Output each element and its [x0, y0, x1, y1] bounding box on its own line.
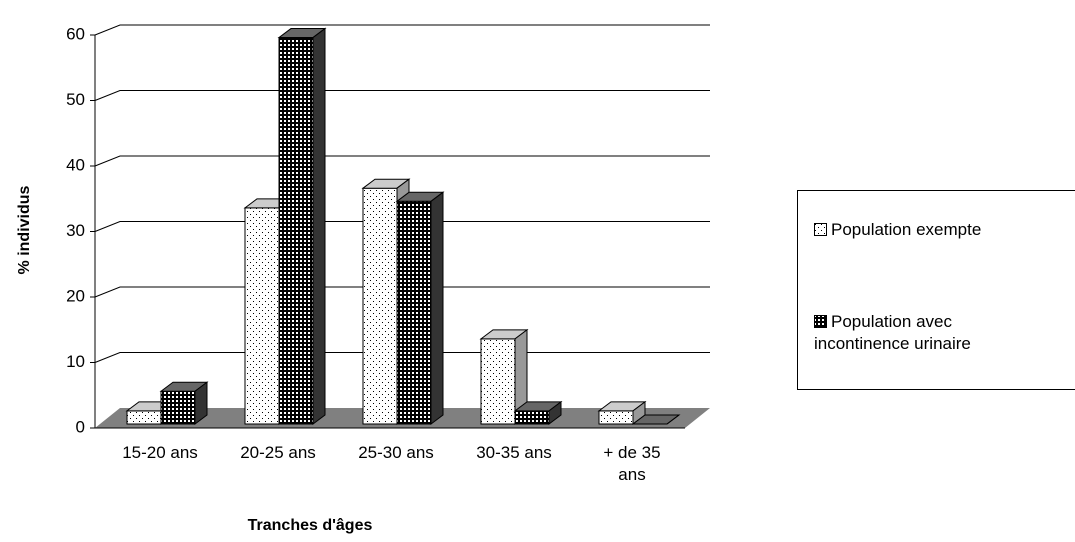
x-tick-label: 15-20 ans — [122, 443, 198, 462]
grid-line — [94, 155, 710, 167]
y-tick-label: 20 — [66, 286, 85, 305]
y-tick-label: 10 — [66, 352, 85, 371]
bar — [631, 414, 681, 425]
bar — [395, 191, 445, 425]
y-tick-label: 50 — [66, 90, 85, 109]
x-tick-label: 20-25 ans — [240, 443, 316, 462]
y-tick-label: 0 — [76, 417, 85, 436]
y-tick-label: 30 — [66, 221, 85, 240]
x-axis-title: Tranches d'âges — [248, 517, 373, 534]
x-tick-label: 30-35 ans — [476, 443, 552, 462]
legend-item: Population exempte — [814, 219, 1075, 241]
bar — [277, 27, 327, 425]
bar — [597, 400, 647, 425]
bar — [513, 400, 563, 425]
legend: Population exempte Population avec incont… — [797, 190, 1075, 390]
grid-line — [94, 90, 710, 101]
bar — [479, 328, 529, 425]
x-tick-label: + de 35 ans — [603, 443, 661, 484]
grid-line — [94, 221, 710, 232]
y-tick-label: 40 — [66, 155, 85, 174]
grid-line — [94, 286, 710, 298]
y-axis-title: % individus — [16, 185, 33, 274]
y-tick-label: 60 — [66, 24, 85, 43]
grid-line — [94, 24, 710, 36]
x-tick-label: 25-30 ans — [358, 443, 434, 462]
legend-swatch — [814, 223, 827, 236]
bar — [159, 381, 209, 425]
legend-swatch — [814, 315, 827, 328]
legend-item: Population avec incontinence urinaire — [814, 311, 1044, 355]
legend-label: Population exempte — [831, 220, 982, 239]
legend-label: Population avec incontinence urinaire — [814, 312, 971, 353]
